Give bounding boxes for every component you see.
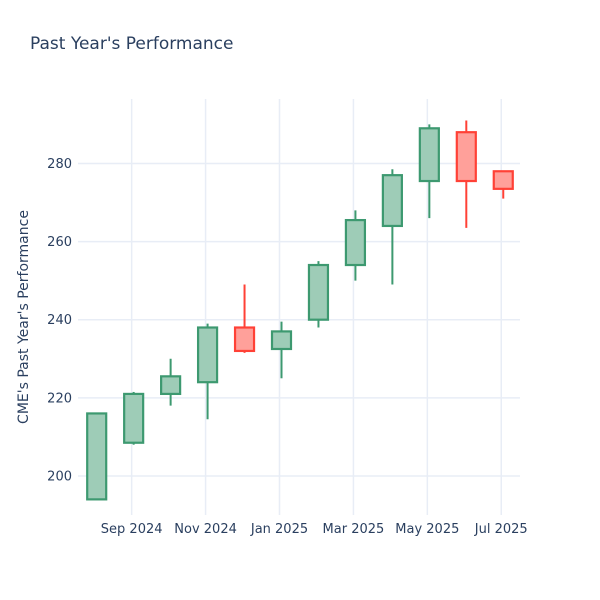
candle-body [123, 392, 145, 444]
y-tick-label: 220 [47, 391, 72, 406]
candle-body [86, 412, 108, 501]
candle-body [492, 170, 514, 190]
y-tick-label: 280 [47, 157, 72, 172]
candle-body [160, 375, 182, 396]
y-tick-label: 200 [47, 469, 72, 484]
x-tick-label: Nov 2024 [174, 522, 237, 537]
x-tick-label: Sep 2024 [101, 522, 163, 537]
x-tick-label: Jan 2025 [250, 522, 308, 537]
candle-body [233, 326, 256, 353]
candle-body [344, 218, 367, 267]
chart-title: Past Year's Performance [30, 34, 234, 54]
y-tick-label: 240 [47, 313, 72, 328]
x-tick-label: Mar 2025 [323, 522, 385, 537]
y-tick-label: 260 [47, 235, 72, 250]
candle-body [270, 330, 293, 351]
x-tick-label: May 2025 [395, 522, 459, 537]
candle-body [381, 174, 403, 228]
x-tick-label: Jul 2025 [474, 522, 528, 537]
candle-body [196, 326, 219, 384]
candle-body [307, 263, 330, 321]
candle-body [418, 127, 440, 183]
candle-body [455, 131, 477, 183]
